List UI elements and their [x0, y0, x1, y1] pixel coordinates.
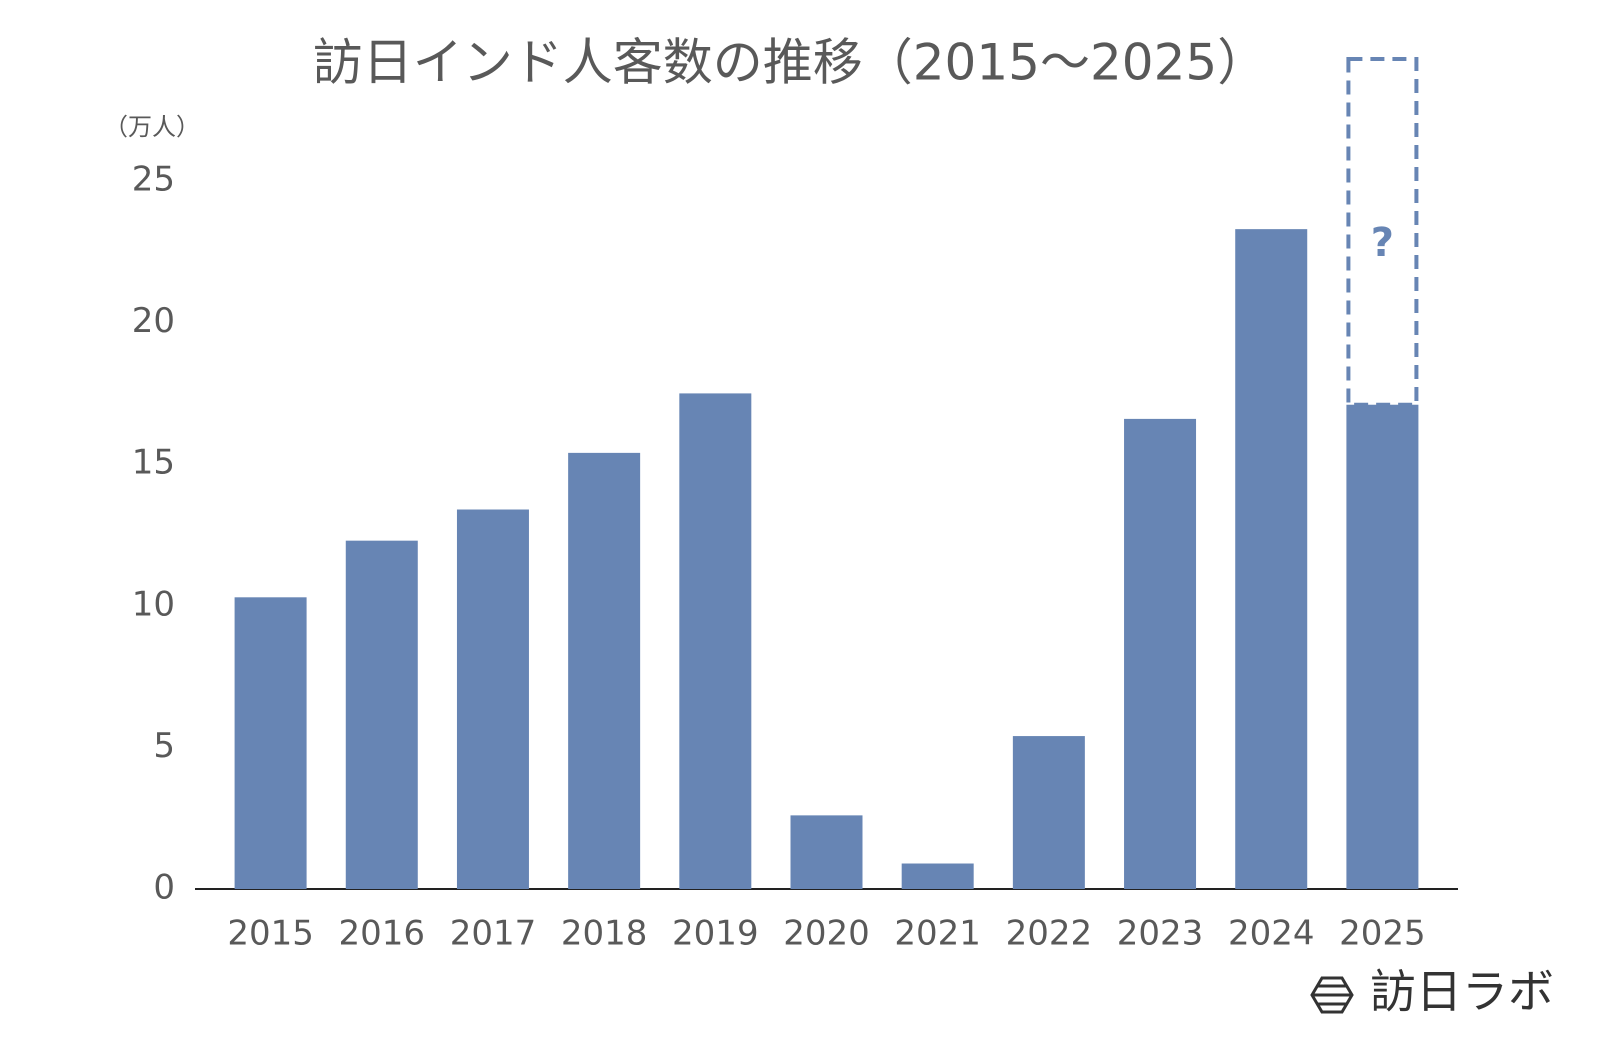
annotation: ? — [1371, 220, 1394, 266]
bar — [1124, 418, 1197, 889]
x-tick-label: 2020 — [783, 914, 870, 954]
bar — [679, 393, 752, 889]
x-tick-label: 2025 — [1339, 914, 1426, 954]
y-tick-label: 10 — [132, 584, 175, 624]
bar — [234, 597, 307, 889]
bar — [1012, 736, 1085, 889]
bar — [1235, 229, 1308, 890]
bar — [345, 540, 418, 889]
bar — [456, 509, 529, 889]
bar — [568, 452, 641, 889]
y-tick-label: 5 — [153, 726, 175, 766]
chart-title: 訪日インド人客数の推移（2015〜2025） — [313, 34, 1268, 92]
bar — [901, 863, 974, 889]
x-tick-label: 2016 — [339, 914, 426, 954]
y-tick-label: 20 — [132, 301, 175, 341]
x-tick-label: 2019 — [672, 914, 759, 954]
x-tick-label: 2023 — [1117, 914, 1204, 954]
x-tick-label: 2018 — [561, 914, 648, 954]
x-tick-label: 2017 — [450, 914, 537, 954]
logo-text: 訪日ラボ — [1370, 965, 1554, 1019]
y-tick-label: 25 — [132, 160, 175, 200]
x-tick-label: 2022 — [1006, 914, 1093, 954]
logo: 訪日ラボ — [1310, 965, 1554, 1019]
y-axis-label: （万人） — [104, 113, 200, 141]
y-tick-label: 15 — [132, 443, 175, 483]
x-tick-label: 2021 — [894, 914, 981, 954]
forecast-placeholder — [1346, 57, 1419, 407]
bar — [1346, 404, 1419, 889]
x-tick-label: 2024 — [1228, 914, 1315, 954]
y-tick-label: 0 — [153, 868, 175, 908]
x-tick-label: 2015 — [227, 914, 314, 954]
bar — [790, 815, 863, 889]
logo-icon — [1310, 976, 1354, 1014]
